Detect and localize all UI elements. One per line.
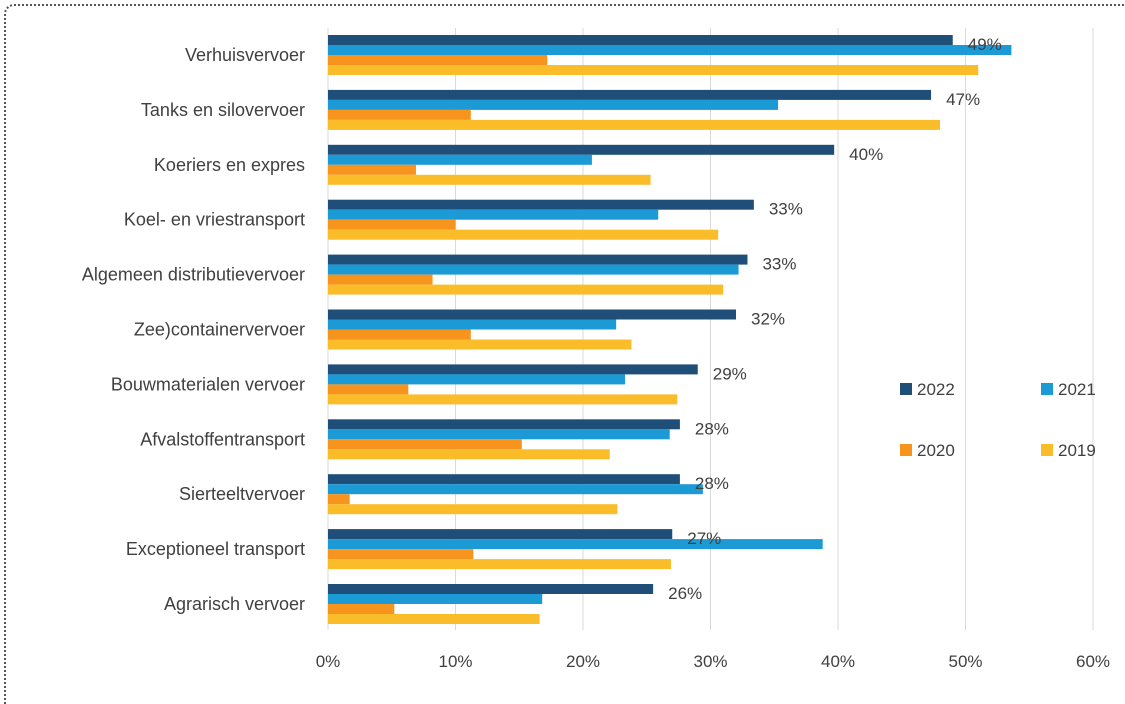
legend-label: 2022 — [917, 380, 955, 399]
bar-2019 — [328, 119, 940, 130]
legend-label: 2019 — [1058, 441, 1096, 460]
bar-2019 — [328, 284, 724, 295]
bar-2021 — [328, 374, 626, 385]
chart-frame — [4, 4, 1125, 704]
data-label: 47% — [946, 90, 980, 109]
category-label: Koeriers en expres — [154, 155, 305, 175]
bar-2020 — [328, 164, 416, 175]
data-label: 28% — [695, 419, 729, 438]
x-tick-labels: 0% 10% 20% 30% 40% 50% 60% — [316, 652, 1110, 671]
bar-2020 — [328, 329, 471, 340]
legend-swatch-2022 — [900, 383, 912, 395]
x-tick-label: 60% — [1076, 652, 1110, 671]
x-tick-label: 50% — [948, 652, 982, 671]
bar-2022 — [328, 584, 654, 594]
data-label: 28% — [695, 474, 729, 493]
category-label: Agrarisch vervoer — [164, 594, 305, 614]
bar-2021 — [328, 99, 779, 110]
bars — [328, 35, 1012, 624]
bar-2021 — [328, 45, 1012, 55]
bar-2020 — [328, 549, 474, 560]
data-label: 40% — [849, 145, 883, 164]
category-label: Koel- en vriestransport — [124, 210, 305, 230]
bar-2021 — [328, 594, 543, 604]
bar-2021 — [328, 209, 659, 220]
bar-2022 — [328, 529, 673, 540]
category-label: Tanks en silovervoer — [141, 100, 305, 120]
category-label: Verhuisvervoer — [185, 45, 305, 65]
category-label: Afvalstoffentransport — [140, 429, 305, 449]
category-label: Sierteeltvervoer — [179, 484, 305, 504]
category-labels: Verhuisvervoer Tanks en silovervoer Koerie… — [82, 45, 305, 614]
bar-2021 — [328, 429, 670, 440]
bar-2020 — [328, 384, 409, 395]
bar-chart: 49% 47% 40% 33% 33% 32% 29% 28% 28% 27% 26% Verhui… — [82, 28, 1110, 671]
bar-2021 — [328, 484, 703, 495]
bar-2020 — [328, 109, 471, 120]
legend-label: 2021 — [1058, 380, 1096, 399]
bar-2022 — [328, 199, 754, 210]
bar-2022 — [328, 474, 680, 485]
category-label: Exceptioneel transport — [126, 539, 305, 559]
x-tick-label: 20% — [566, 652, 600, 671]
bar-2022 — [328, 35, 953, 45]
legend-swatch-2019 — [1041, 444, 1053, 456]
x-tick-label: 10% — [438, 652, 472, 671]
bar-2021 — [328, 154, 592, 165]
value-labels: 49% 47% 40% 33% 33% 32% 29% 28% 28% 27% 26% — [668, 35, 1002, 603]
bar-2019 — [328, 614, 540, 624]
bar-2020 — [328, 55, 548, 65]
data-label: 32% — [751, 310, 785, 329]
bar-2019 — [328, 339, 632, 350]
bar-2020 — [328, 439, 522, 450]
bar-2022 — [328, 309, 736, 320]
category-label: Zee)containervervoer — [134, 320, 305, 340]
x-tick-label: 30% — [693, 652, 727, 671]
data-label: 33% — [762, 255, 796, 274]
bar-2020 — [328, 219, 456, 230]
bar-2021 — [328, 319, 617, 330]
bar-2019 — [328, 394, 678, 405]
legend-swatch-2020 — [900, 444, 912, 456]
data-label: 27% — [687, 529, 721, 548]
bar-2019 — [328, 449, 610, 460]
bar-2020 — [328, 274, 433, 285]
data-label: 26% — [668, 584, 702, 603]
data-label: 29% — [713, 364, 747, 383]
bar-2019 — [328, 229, 719, 240]
bar-2019 — [328, 504, 618, 515]
category-label: Bouwmaterialen vervoer — [111, 374, 305, 394]
legend: 2022 2021 2020 2019 — [900, 380, 1096, 460]
bar-2019 — [328, 559, 671, 570]
data-label: 33% — [769, 200, 803, 219]
bar-2022 — [328, 89, 932, 100]
bar-2022 — [328, 144, 835, 155]
bar-2020 — [328, 494, 350, 505]
legend-label: 2020 — [917, 441, 955, 460]
bar-2022 — [328, 364, 698, 375]
bar-2022 — [328, 419, 680, 430]
bar-2020 — [328, 604, 395, 614]
x-tick-label: 0% — [316, 652, 341, 671]
x-tick-label: 40% — [821, 652, 855, 671]
category-label: Algemeen distributievervoer — [82, 265, 305, 285]
bar-2019 — [328, 65, 979, 75]
legend-swatch-2021 — [1041, 383, 1053, 395]
data-label: 49% — [968, 35, 1002, 54]
bar-2021 — [328, 264, 739, 275]
bar-2019 — [328, 174, 651, 185]
bar-2021 — [328, 539, 823, 550]
bar-2022 — [328, 254, 748, 265]
